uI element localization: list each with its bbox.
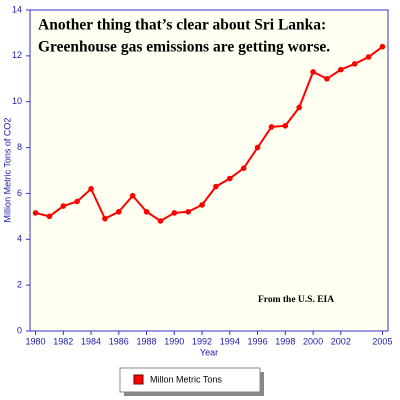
x-tick-label: 1992: [192, 336, 212, 346]
y-tick-label: 6: [17, 188, 22, 198]
y-tick-label: 0: [17, 325, 22, 335]
chart-title-line: Greenhouse gas emissions are getting wor…: [38, 39, 330, 56]
data-point: [88, 186, 94, 192]
x-tick-label: 1988: [137, 336, 157, 346]
y-axis-label: Million Metric Tons of CO2: [2, 118, 12, 223]
data-point: [379, 43, 386, 50]
x-tick-label: 1994: [220, 336, 240, 346]
data-point: [227, 175, 233, 182]
data-point: [365, 54, 372, 60]
data-point: [310, 69, 316, 75]
data-point: [32, 210, 39, 216]
data-point: [116, 208, 122, 215]
x-tick-label: 1984: [81, 336, 101, 346]
data-point: [102, 215, 108, 222]
data-point: [213, 183, 219, 190]
y-tick-label: 4: [17, 234, 22, 244]
y-tick-label: 8: [17, 142, 22, 152]
chart-title-line: Another thing that’s clear about Sri Lan…: [38, 17, 326, 34]
legend-label: Millon Metric Tons: [150, 374, 222, 384]
data-point: [338, 66, 344, 73]
x-tick-label: 2005: [372, 336, 392, 346]
data-point: [324, 75, 330, 82]
y-tick-label: 10: [12, 96, 22, 106]
data-point: [171, 210, 178, 216]
data-point: [268, 124, 275, 130]
data-point: [46, 213, 53, 220]
x-axis-label: Year: [200, 347, 218, 357]
data-point: [157, 218, 164, 224]
data-point: [282, 122, 289, 129]
x-tick-label: 2002: [331, 336, 351, 346]
annotation: From the U.S. EIA: [258, 295, 334, 305]
data-point: [199, 202, 205, 208]
legend-swatch: [133, 374, 144, 385]
data-point: [143, 208, 150, 215]
data-point: [240, 165, 247, 172]
data-point: [351, 61, 358, 67]
x-tick-label: 1980: [26, 336, 46, 346]
x-tick-label: 1998: [275, 336, 295, 346]
x-tick-label: 1986: [109, 336, 129, 346]
x-tick-label: 1982: [53, 336, 73, 346]
data-point: [296, 104, 302, 111]
x-tick-label: 1996: [248, 336, 268, 346]
y-tick-label: 12: [12, 50, 22, 60]
x-tick-label: 2000: [303, 336, 323, 346]
data-point: [60, 203, 67, 209]
plot-area: [29, 9, 389, 332]
data-point: [185, 208, 191, 215]
y-tick-label: 2: [17, 280, 22, 290]
x-tick-label: 1990: [164, 336, 184, 346]
y-tick-label: 14: [12, 4, 22, 14]
data-point: [254, 144, 261, 151]
data-point: [129, 192, 136, 199]
data-point: [74, 198, 80, 205]
